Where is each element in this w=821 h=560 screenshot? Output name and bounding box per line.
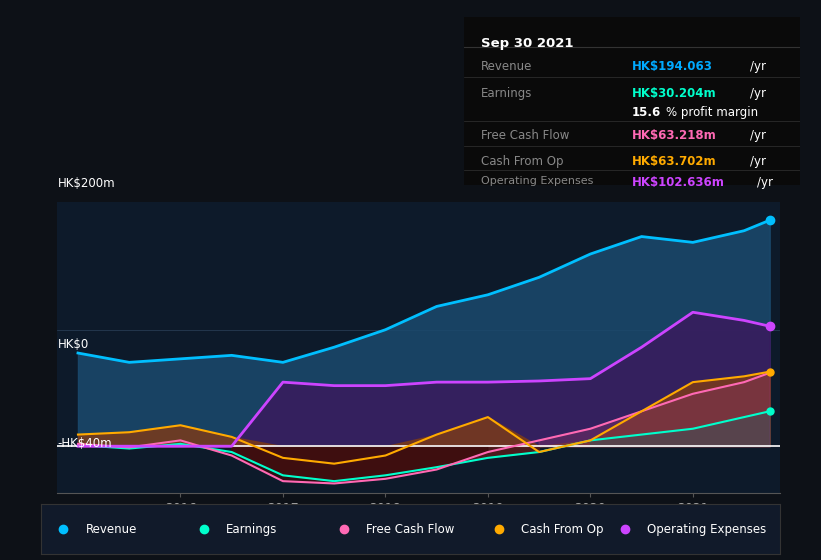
Text: Operating Expenses: Operating Expenses: [481, 176, 593, 186]
Text: HK$63.702m: HK$63.702m: [632, 155, 717, 167]
Text: HK$194.063: HK$194.063: [632, 60, 713, 73]
Text: /yr: /yr: [750, 60, 766, 73]
Text: % profit margin: % profit margin: [666, 106, 758, 119]
Text: Operating Expenses: Operating Expenses: [647, 522, 766, 536]
Text: Sep 30 2021: Sep 30 2021: [481, 37, 573, 50]
Text: Revenue: Revenue: [85, 522, 137, 536]
Text: HK$30.204m: HK$30.204m: [632, 87, 717, 100]
Text: Free Cash Flow: Free Cash Flow: [481, 129, 569, 142]
Text: /yr: /yr: [750, 87, 766, 100]
Text: Free Cash Flow: Free Cash Flow: [366, 522, 455, 536]
Text: -HK$40m: -HK$40m: [57, 437, 112, 450]
Text: 15.6: 15.6: [632, 106, 662, 119]
Text: /yr: /yr: [750, 155, 766, 167]
Text: HK$0: HK$0: [57, 338, 89, 351]
Text: HK$102.636m: HK$102.636m: [632, 176, 725, 189]
Text: /yr: /yr: [757, 176, 773, 189]
Text: /yr: /yr: [750, 129, 766, 142]
Text: HK$200m: HK$200m: [57, 178, 115, 190]
Text: Earnings: Earnings: [481, 87, 532, 100]
Text: HK$63.218m: HK$63.218m: [632, 129, 717, 142]
Text: Earnings: Earnings: [226, 522, 277, 536]
Text: Cash From Op: Cash From Op: [521, 522, 603, 536]
Text: Revenue: Revenue: [481, 60, 532, 73]
Text: Cash From Op: Cash From Op: [481, 155, 563, 167]
